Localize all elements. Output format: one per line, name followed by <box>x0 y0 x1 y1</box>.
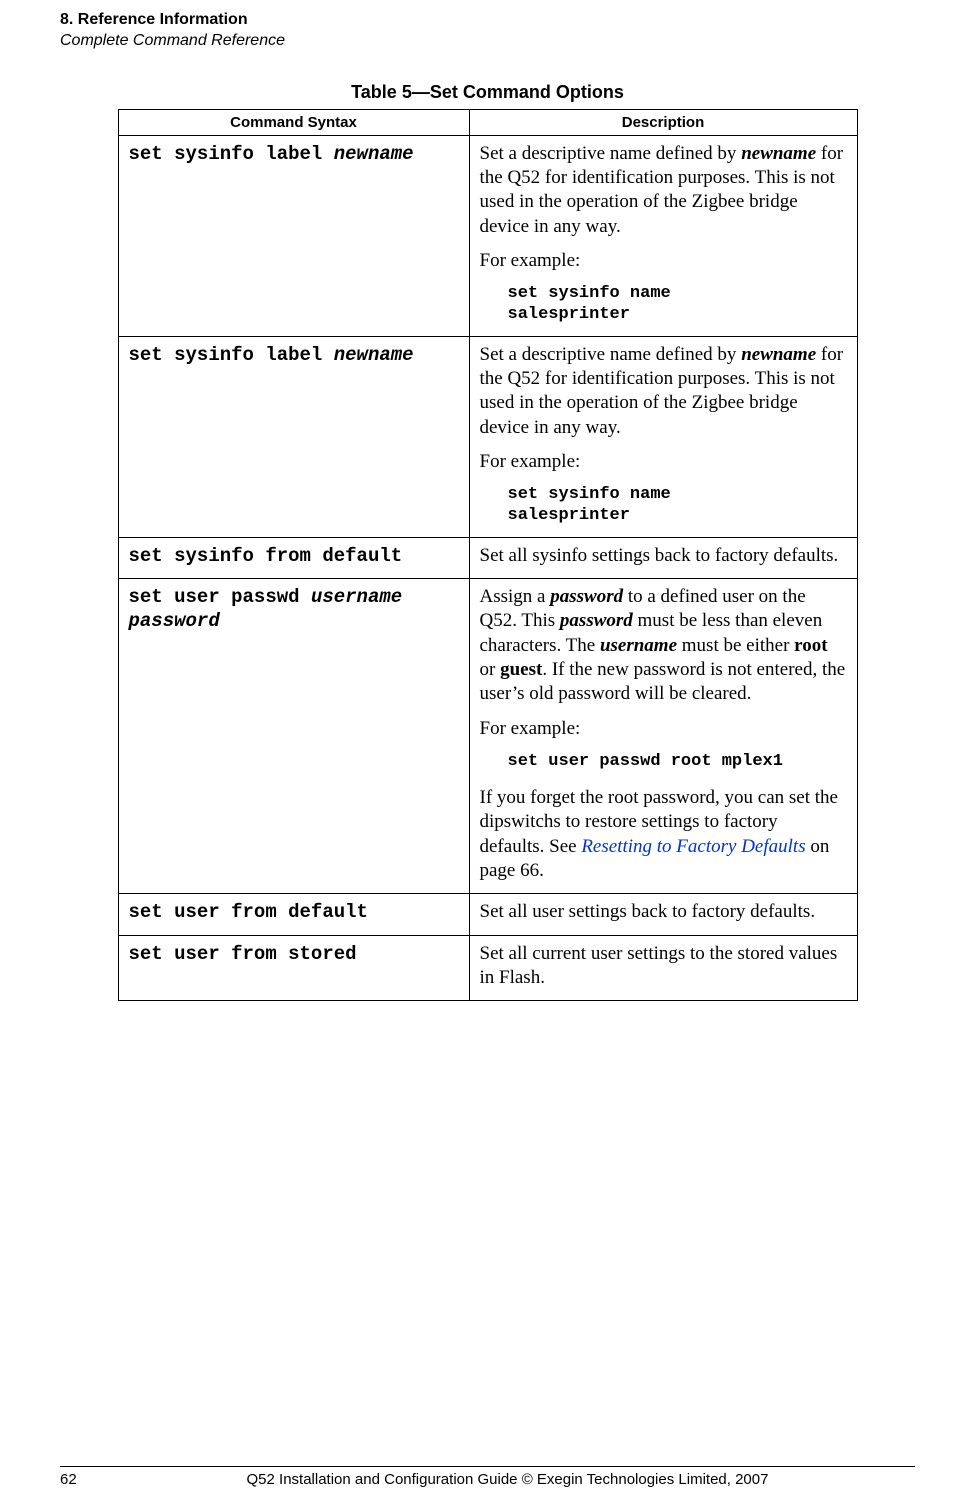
desc-bold: root <box>794 635 827 656</box>
cell-description: Set all user settings back to factory de… <box>469 894 857 935</box>
table-caption: Table 5—Set Command Options <box>60 82 915 103</box>
command-table: Command Syntax Description set sysinfo l… <box>118 109 858 1002</box>
cell-description: Set a descriptive name defined by newnam… <box>469 336 857 537</box>
desc-paragraph: For example: <box>480 717 847 741</box>
cell-description: Set all sysinfo settings back to factory… <box>469 537 857 578</box>
desc-bold: guest <box>500 659 542 680</box>
desc-paragraph: Set all sysinfo settings back to factory… <box>480 544 847 568</box>
desc-text: Set a descriptive name defined by <box>480 344 742 365</box>
page: 8. Reference Information Complete Comman… <box>0 0 975 1512</box>
desc-text: Assign a <box>480 586 551 607</box>
cell-syntax: set user from stored <box>118 935 469 1001</box>
syntax-param: newname <box>334 344 414 366</box>
code-line: salesprinter <box>508 505 847 526</box>
cross-ref-link[interactable]: Resetting to Factory Defaults <box>581 836 805 857</box>
code-example: set user passwd root mplex1 <box>508 751 847 772</box>
syntax-text: set sysinfo label <box>129 143 334 165</box>
footer-text: Q52 Installation and Configuration Guide… <box>100 1471 915 1488</box>
desc-paragraph: Set a descriptive name defined by newnam… <box>480 142 847 239</box>
col-command-syntax: Command Syntax <box>118 109 469 135</box>
code-line: set sysinfo name <box>508 283 847 304</box>
desc-param: password <box>550 586 623 607</box>
desc-paragraph: Set all user settings back to factory de… <box>480 900 847 924</box>
cell-syntax: set sysinfo label newname <box>118 135 469 336</box>
code-example: set sysinfo name salesprinter <box>508 283 847 326</box>
desc-param: password <box>560 610 633 631</box>
desc-paragraph: Set all current user settings to the sto… <box>480 942 847 991</box>
syntax-text: set sysinfo label <box>129 344 334 366</box>
table-row: set user passwd username password Assign… <box>118 579 857 894</box>
desc-paragraph: Assign a password to a defined user on t… <box>480 585 847 707</box>
syntax-text: set user passwd <box>129 586 311 608</box>
cell-syntax: set user passwd username password <box>118 579 469 894</box>
header-section: 8. Reference Information <box>60 10 915 31</box>
cell-description: Set all current user settings to the sto… <box>469 935 857 1001</box>
table-row: set sysinfo from default Set all sysinfo… <box>118 537 857 578</box>
header-subsection: Complete Command Reference <box>60 31 915 52</box>
cell-syntax: set sysinfo from default <box>118 537 469 578</box>
table-row: set sysinfo label newname Set a descript… <box>118 135 857 336</box>
table-row: set user from default Set all user setti… <box>118 894 857 935</box>
desc-param: newname <box>741 344 816 365</box>
cell-syntax: set sysinfo label newname <box>118 336 469 537</box>
table-row: set user from stored Set all current use… <box>118 935 857 1001</box>
page-number: 62 <box>60 1471 100 1488</box>
code-line: salesprinter <box>508 304 847 325</box>
desc-paragraph: Set a descriptive name defined by newnam… <box>480 343 847 440</box>
desc-text: must be either <box>677 635 794 656</box>
col-description: Description <box>469 109 857 135</box>
desc-param: newname <box>741 143 816 164</box>
page-footer: 62 Q52 Installation and Configuration Gu… <box>60 1466 915 1488</box>
desc-paragraph: For example: <box>480 249 847 273</box>
syntax-param: newname <box>334 143 414 165</box>
page-header: 8. Reference Information Complete Comman… <box>60 10 915 52</box>
table-header-row: Command Syntax Description <box>118 109 857 135</box>
cell-syntax: set user from default <box>118 894 469 935</box>
cell-description: Set a descriptive name defined by newnam… <box>469 135 857 336</box>
code-line: set sysinfo name <box>508 484 847 505</box>
desc-text: Set a descriptive name defined by <box>480 143 742 164</box>
table-row: set sysinfo label newname Set a descript… <box>118 336 857 537</box>
code-line: set user passwd root mplex1 <box>508 751 847 772</box>
desc-paragraph: If you forget the root password, you can… <box>480 786 847 883</box>
desc-text: or <box>480 659 501 680</box>
desc-param: username <box>600 635 677 656</box>
desc-paragraph: For example: <box>480 450 847 474</box>
code-example: set sysinfo name salesprinter <box>508 484 847 527</box>
cell-description: Assign a password to a defined user on t… <box>469 579 857 894</box>
